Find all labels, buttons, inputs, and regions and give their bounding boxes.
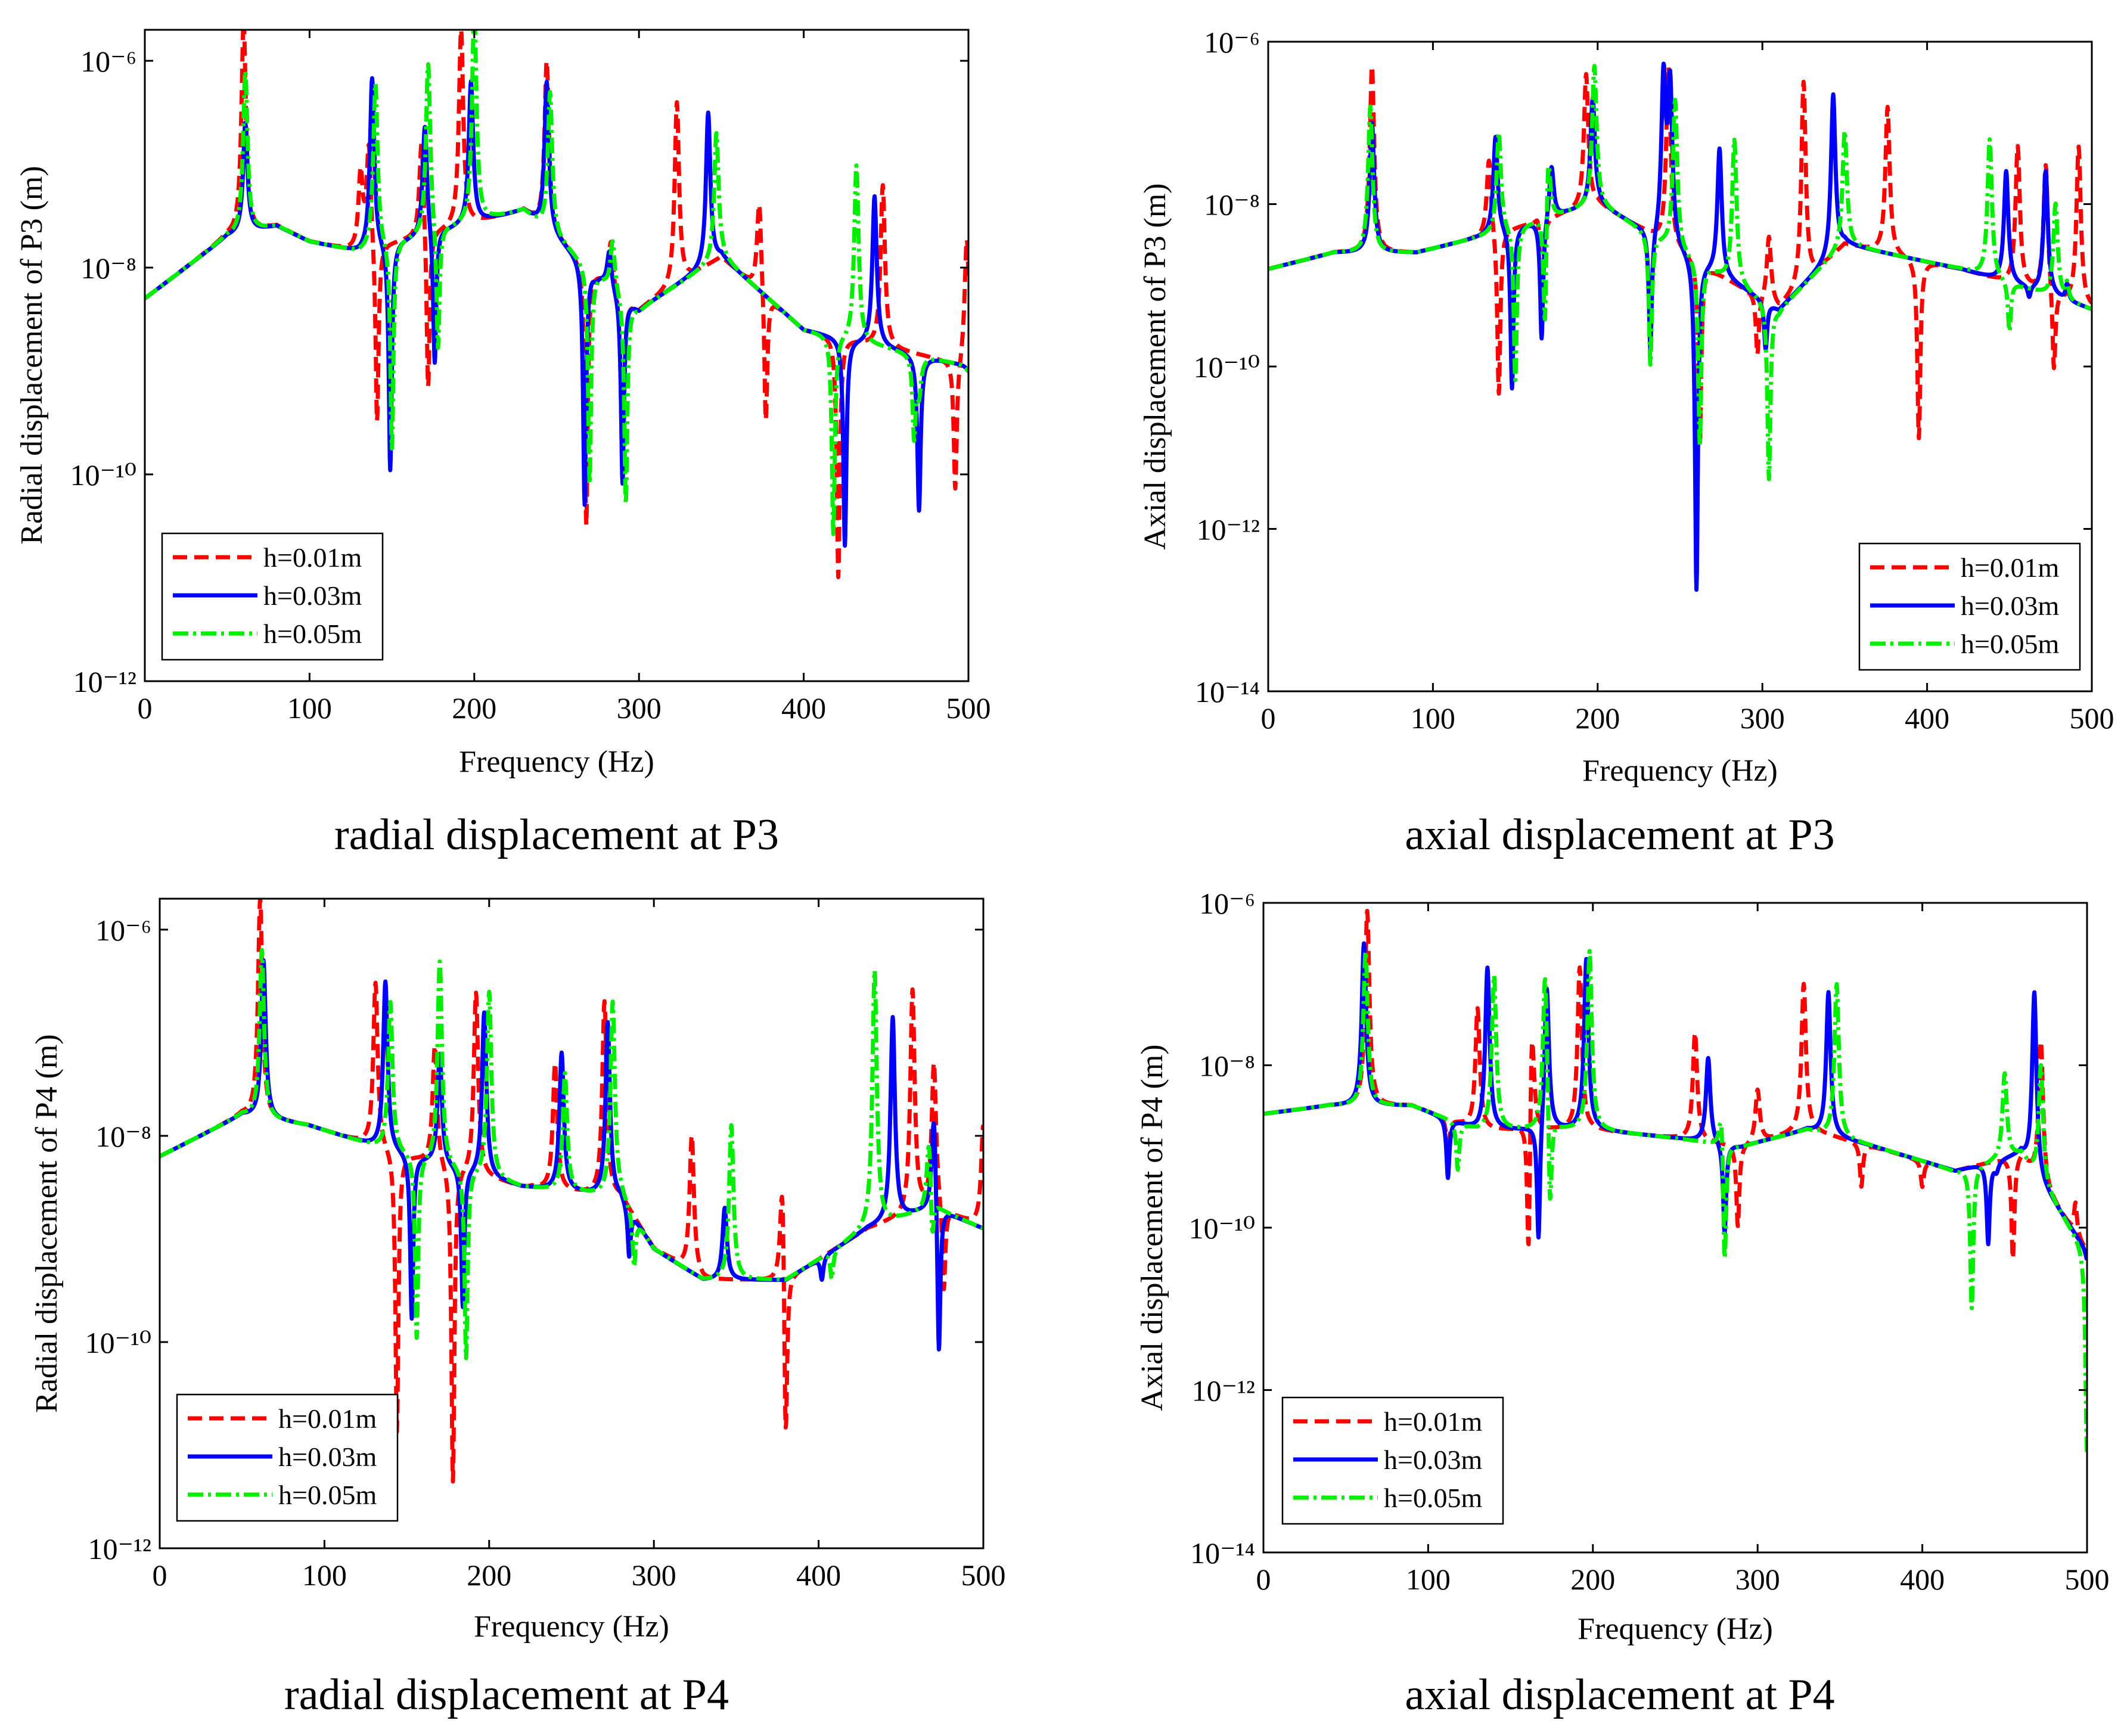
legend-label: h=0.03m: [1961, 591, 2059, 621]
y-tick-label: 10⁻¹⁰: [70, 458, 136, 492]
legend-label: h=0.05m: [1384, 1483, 1482, 1513]
series-group: [1263, 909, 2087, 1455]
x-tick-label: 0: [1256, 1563, 1271, 1596]
y-axis-label: Radial displacement of P3 (m): [15, 166, 49, 544]
legend-label: h=0.01m: [1384, 1406, 1482, 1437]
y-axis-label: Axial displacement of P4 (m): [1135, 1044, 1169, 1411]
x-tick-label: 100: [287, 691, 332, 725]
panel-caption: axial displacement at P4: [1405, 1670, 1834, 1719]
series-group: [1268, 61, 2092, 592]
legend-label: h=0.03m: [278, 1442, 377, 1472]
series-line-h=0.05m: [160, 948, 983, 1361]
x-axis-label: Frequency (Hz): [459, 745, 654, 779]
panel-caption: radial displacement at P4: [284, 1670, 729, 1719]
panel-p4-radial: radial displacement at P4 Frequency (Hz)…: [30, 897, 1006, 1719]
x-tick-label: 200: [1575, 701, 1620, 735]
x-axis-label: Frequency (Hz): [474, 1610, 669, 1644]
x-tick-label: 200: [452, 691, 496, 725]
y-tick-label: 10⁻¹²: [88, 1532, 151, 1566]
legend-label: h=0.05m: [1961, 629, 2059, 659]
x-tick-label: 400: [1905, 701, 1949, 735]
legend-label: h=0.01m: [263, 542, 362, 573]
panel-p3-radial: radial displacement at P3 Frequency (Hz)…: [15, 29, 991, 859]
y-tick-label: 10⁻¹²: [1197, 513, 1260, 546]
x-axis-label: Frequency (Hz): [1582, 754, 1778, 788]
legend-label: h=0.03m: [1384, 1445, 1482, 1475]
x-tick-label: 300: [617, 691, 662, 725]
y-tick-label: 10⁻¹²: [1192, 1374, 1255, 1408]
y-tick-label: 10⁻⁶: [1199, 887, 1255, 920]
series-line-h=0.05m: [1268, 64, 2092, 482]
legend: h=0.01m h=0.03m h=0.05m: [176, 1393, 399, 1522]
x-tick-label: 200: [1570, 1563, 1615, 1596]
x-tick-label: 100: [302, 1558, 347, 1592]
x-tick-label: 100: [1411, 701, 1455, 735]
panel-p3-axial: axial displacement at P3 Frequency (Hz) …: [1138, 26, 2114, 859]
plot-frame: [144, 29, 970, 682]
y-tick-label: 10⁻¹⁰: [1189, 1212, 1255, 1245]
y-tick-label: 10⁻⁸: [80, 251, 136, 285]
y-tick-label: 10⁻¹²: [73, 665, 136, 698]
legend: h=0.01m h=0.03m h=0.05m: [1858, 542, 2081, 671]
x-tick-label: 0: [1261, 701, 1276, 735]
series-line-h=0.05m: [1263, 949, 2087, 1455]
legend-label: h=0.03m: [263, 580, 362, 611]
panel-p4-axial: axial displacement at P4 Frequency (Hz) …: [1135, 887, 2110, 1719]
series-line-h=0.05m: [145, 30, 968, 536]
y-tick-label: 10⁻⁶: [1204, 26, 1260, 59]
series-group: [145, 30, 968, 579]
series-group: [160, 899, 983, 1484]
x-tick-label: 400: [796, 1558, 841, 1592]
x-tick-label: 0: [153, 1558, 167, 1592]
y-tick-label: 10⁻⁸: [95, 1120, 151, 1153]
y-tick-label: 10⁻¹⁰: [1194, 350, 1260, 384]
y-tick-label: 10⁻⁸: [1199, 1049, 1255, 1083]
x-tick-label: 500: [946, 691, 991, 725]
panel-caption: radial displacement at P3: [334, 810, 779, 859]
x-axis-label: Frequency (Hz): [1578, 1612, 1773, 1646]
x-tick-label: 400: [1900, 1563, 1945, 1596]
y-tick-label: 10⁻⁶: [80, 45, 136, 78]
legend-label: h=0.01m: [1961, 552, 2059, 583]
x-tick-label: 300: [1735, 1563, 1780, 1596]
panel-caption: axial displacement at P3: [1405, 810, 1834, 859]
y-tick-label: 10⁻¹⁰: [85, 1326, 151, 1359]
legend: h=0.01m h=0.03m h=0.05m: [161, 532, 384, 661]
x-tick-label: 500: [2070, 701, 2114, 735]
x-tick-label: 200: [467, 1558, 511, 1592]
plot-frame: [159, 897, 985, 1549]
x-tick-label: 400: [781, 691, 826, 725]
legend-label: h=0.05m: [278, 1480, 377, 1510]
x-tick-label: 300: [1740, 701, 1785, 735]
y-tick-label: 10⁻¹⁴: [1195, 675, 1260, 709]
x-tick-label: 0: [138, 691, 153, 725]
y-axis-label: Axial displacement of P3 (m): [1138, 183, 1172, 549]
x-tick-label: 500: [2065, 1563, 2110, 1596]
x-tick-label: 100: [1406, 1563, 1451, 1596]
x-tick-label: 500: [961, 1558, 1006, 1592]
y-tick-label: 10⁻⁶: [95, 914, 151, 947]
y-axis-label: Radial displacement of P4 (m): [30, 1034, 64, 1412]
y-tick-label: 10⁻⁸: [1204, 188, 1260, 222]
legend: h=0.01m h=0.03m h=0.05m: [1281, 1396, 1504, 1525]
x-tick-label: 300: [632, 1558, 676, 1592]
y-tick-label: 10⁻¹⁴: [1190, 1536, 1255, 1570]
legend-label: h=0.01m: [278, 1403, 377, 1434]
legend-label: h=0.05m: [263, 619, 362, 649]
